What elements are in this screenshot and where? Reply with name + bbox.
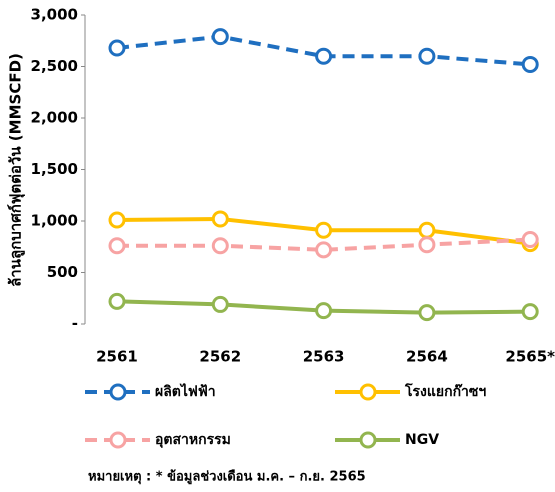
series-marker xyxy=(108,39,126,57)
y-tick-label: - xyxy=(72,315,78,333)
series-marker xyxy=(108,237,126,255)
x-tick-label: 2565* xyxy=(505,348,555,366)
x-tick-label: 2561 xyxy=(96,348,138,366)
y-tick-label: 500 xyxy=(47,263,78,281)
legend-label: โรงแยกก๊าซฯ xyxy=(404,382,486,400)
series-marker xyxy=(108,211,126,229)
series-marker xyxy=(315,241,333,259)
y-tick-label: 2,500 xyxy=(31,57,78,75)
legend-marker xyxy=(109,431,127,449)
y-tick-label: 2,000 xyxy=(31,109,78,127)
legend-label: ผลิตไฟฟ้า xyxy=(155,382,216,400)
series-marker xyxy=(521,55,539,73)
series-marker xyxy=(418,221,436,239)
series-marker xyxy=(315,47,333,65)
series-marker xyxy=(211,210,229,228)
x-tick-label: 2564 xyxy=(406,348,448,366)
series-marker xyxy=(211,295,229,313)
legend-label: NGV xyxy=(405,432,439,448)
series-marker xyxy=(418,304,436,322)
series-marker xyxy=(418,47,436,65)
y-axis-label: ล้านลูกบาศก์ฟุตต่อวัน (MMSCFD) xyxy=(7,53,26,287)
series-marker xyxy=(521,231,539,249)
legend-marker xyxy=(359,383,377,401)
y-tick-label: 3,000 xyxy=(31,6,78,24)
series-marker xyxy=(108,292,126,310)
series-marker xyxy=(211,28,229,46)
legend-label: อุตสาหกรรม xyxy=(155,432,231,448)
series-marker xyxy=(211,237,229,255)
x-tick-label: 2563 xyxy=(303,348,345,366)
series-marker xyxy=(315,302,333,320)
legend-marker xyxy=(359,431,377,449)
legend-marker xyxy=(109,383,127,401)
series-line xyxy=(117,237,531,252)
series-marker xyxy=(315,221,333,239)
y-tick-label: 1,500 xyxy=(31,160,78,178)
series-marker xyxy=(521,303,539,321)
series-marker xyxy=(418,236,436,254)
x-tick-label: 2562 xyxy=(199,348,241,366)
footnote: หมายเหตุ : * ข้อมูลช่วงเดือน ม.ค. – ก.ย.… xyxy=(88,469,366,485)
y-tick-label: 1,000 xyxy=(31,212,78,230)
